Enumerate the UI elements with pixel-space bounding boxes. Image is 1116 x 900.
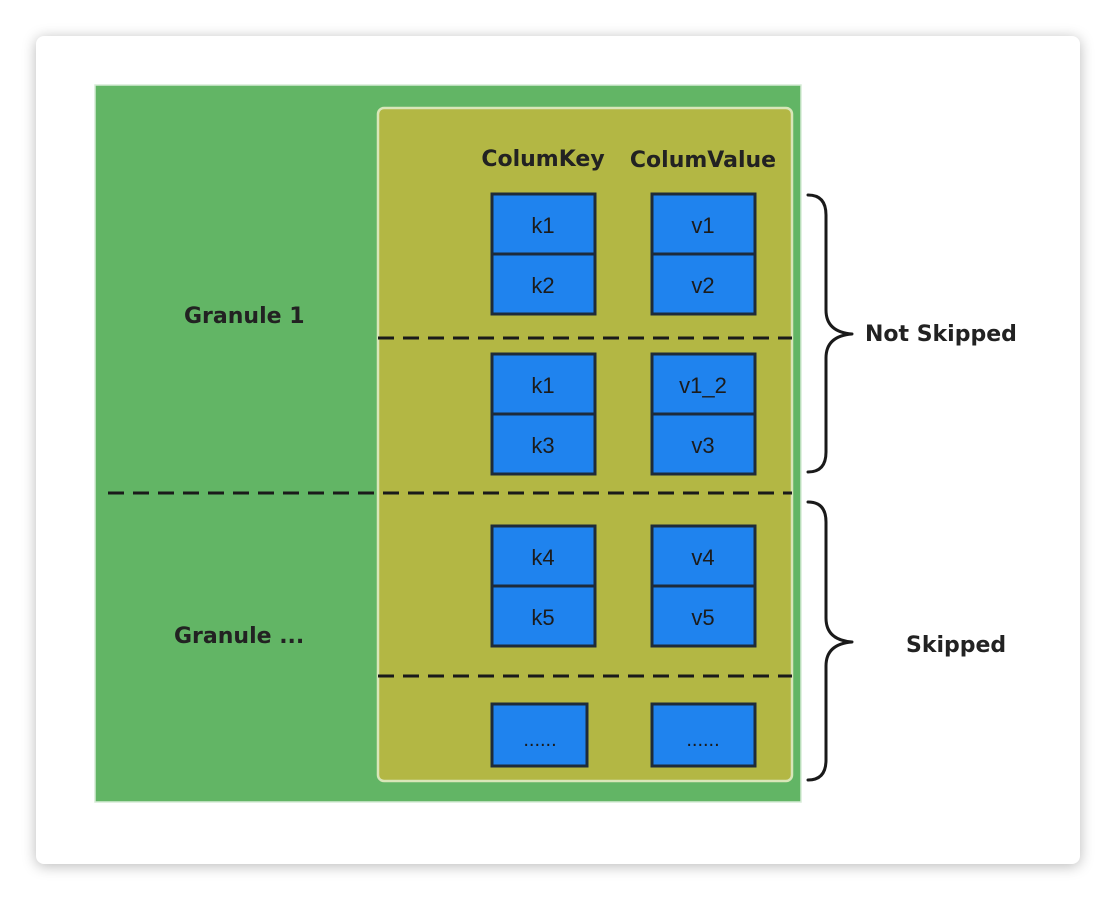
key-cell: k4 bbox=[531, 545, 554, 570]
column-key-header: ColumKey bbox=[481, 147, 604, 172]
key-cell: k3 bbox=[531, 433, 554, 458]
value-cell-stack bbox=[650, 702, 757, 768]
key-cell: k1 bbox=[531, 213, 554, 238]
record-group-ellipsis: ...... ...... bbox=[490, 702, 757, 768]
column-value-header: ColumValue bbox=[630, 148, 776, 173]
value-cell: v3 bbox=[691, 433, 714, 458]
key-cell: k1 bbox=[531, 373, 554, 398]
value-cell: ...... bbox=[686, 729, 719, 751]
record-group-2: k1 k3 v1_2 v3 bbox=[490, 352, 757, 476]
granule-n-label: Granule ... bbox=[174, 624, 304, 649]
record-group-1: k1 k2 v1 v2 bbox=[490, 192, 757, 316]
skipped-brace bbox=[806, 500, 854, 782]
key-cell: k5 bbox=[531, 605, 554, 630]
value-cell: v1 bbox=[691, 213, 714, 238]
granule-1-label: Granule 1 bbox=[184, 304, 305, 329]
value-cell: v2 bbox=[691, 273, 714, 298]
key-cell: ...... bbox=[523, 729, 556, 751]
value-cell: v1_2 bbox=[679, 373, 727, 398]
record-group-3: k4 k5 v4 v5 bbox=[490, 524, 757, 648]
key-cell-stack bbox=[490, 702, 589, 768]
value-cell: v4 bbox=[691, 545, 714, 570]
not-skipped-brace bbox=[806, 193, 854, 474]
value-cell: v5 bbox=[691, 605, 714, 630]
not-skipped-label: Not Skipped bbox=[865, 322, 1017, 347]
key-cell: k2 bbox=[531, 273, 554, 298]
skipped-label: Skipped bbox=[906, 633, 1006, 658]
